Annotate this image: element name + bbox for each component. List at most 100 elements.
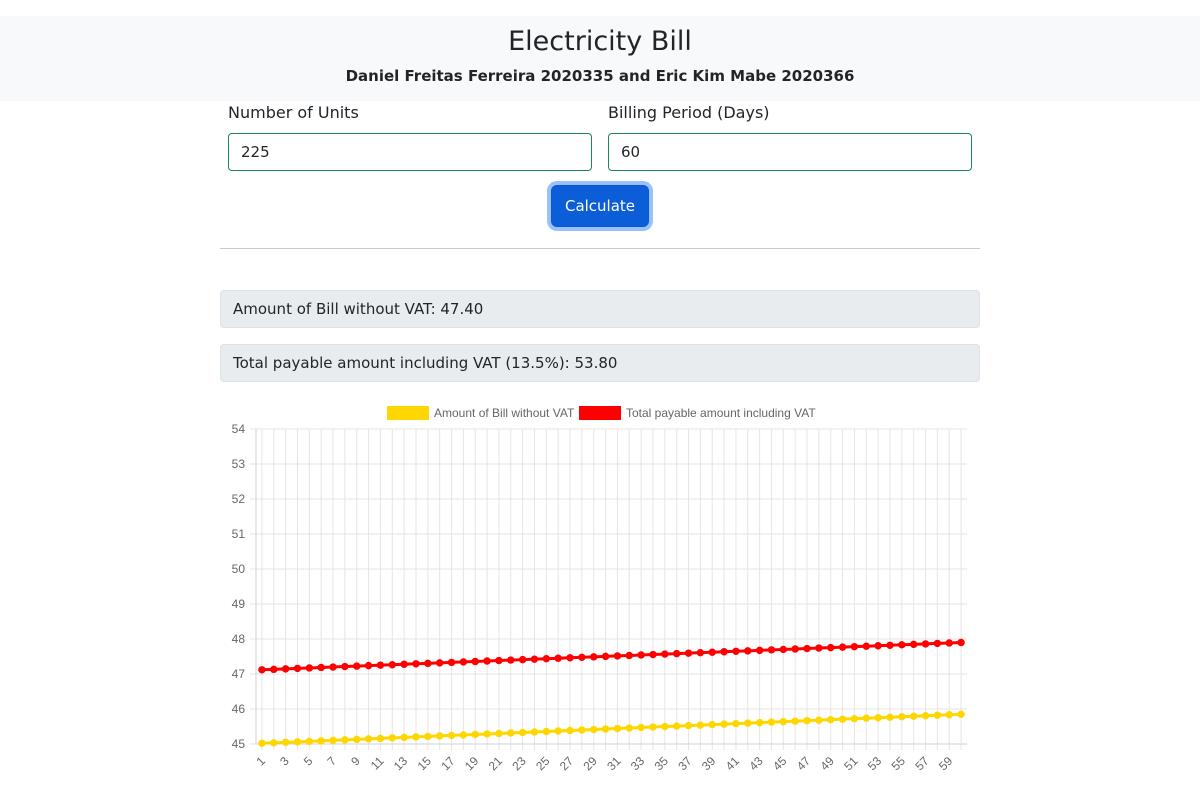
- data-point-0: [293, 738, 302, 746]
- x-tick-label: 31: [604, 754, 624, 774]
- data-point-0: [933, 711, 942, 719]
- data-point-0: [305, 737, 314, 746]
- data-point-0: [696, 721, 705, 729]
- data-point-0: [424, 732, 432, 741]
- data-point-1: [447, 658, 456, 667]
- x-tick-label: 23: [509, 754, 529, 774]
- data-point-1: [317, 663, 325, 672]
- x-tick-label: 37: [675, 754, 695, 774]
- data-point-0: [732, 719, 740, 728]
- data-point-1: [542, 654, 551, 663]
- data-point-0: [909, 712, 918, 720]
- data-point-0: [957, 710, 965, 718]
- data-point-1: [755, 646, 764, 655]
- legend-label-without-vat: Amount of Bill without VAT: [434, 406, 575, 420]
- data-point-1: [388, 661, 396, 669]
- data-point-1: [341, 662, 349, 671]
- data-point-0: [637, 723, 645, 732]
- data-point-0: [471, 730, 479, 739]
- bill-chart: Amount of Bill without VAT Total payable…: [220, 398, 980, 790]
- x-tick-label: 53: [865, 754, 885, 774]
- data-point-1: [862, 642, 870, 650]
- units-label: Number of Units: [228, 103, 359, 122]
- data-point-1: [767, 646, 776, 654]
- data-point-0: [317, 737, 325, 745]
- data-point-0: [827, 715, 835, 724]
- days-input[interactable]: [608, 133, 972, 171]
- data-point-1: [507, 656, 515, 664]
- y-tick-label: 47: [232, 667, 246, 681]
- x-tick-label: 57: [912, 754, 932, 774]
- data-point-0: [566, 726, 574, 735]
- units-input[interactable]: [228, 133, 592, 171]
- calculate-button[interactable]: Calculate: [551, 185, 649, 227]
- data-point-0: [459, 731, 468, 739]
- data-point-1: [471, 657, 479, 666]
- data-point-1: [815, 644, 823, 652]
- x-tick-label: 17: [438, 754, 458, 774]
- x-tick-label: 29: [581, 754, 601, 774]
- data-point-1: [696, 648, 705, 657]
- data-point-1: [909, 640, 918, 649]
- days-label: Billing Period (Days): [608, 103, 770, 122]
- chart-y-axis: 45 46 47 48 49 50 51 52 53 54: [232, 422, 246, 751]
- x-tick-label: 25: [533, 754, 553, 774]
- x-tick-label: 27: [557, 754, 577, 774]
- x-tick-label: 49: [818, 754, 838, 774]
- data-point-1: [293, 664, 302, 673]
- data-point-1: [590, 653, 598, 661]
- data-point-0: [270, 739, 278, 747]
- data-point-1: [921, 640, 930, 648]
- x-tick-label: 19: [462, 754, 482, 774]
- page-header: Electricity Bill Daniel Freitas Ferreira…: [0, 16, 1200, 101]
- data-point-0: [791, 717, 799, 725]
- data-point-1: [708, 648, 716, 656]
- data-point-1: [601, 652, 610, 661]
- y-tick-label: 48: [232, 632, 246, 646]
- data-point-1: [364, 661, 373, 670]
- page-subtitle: Daniel Freitas Ferreira 2020335 and Eric…: [345, 67, 855, 85]
- x-tick-label: 51: [841, 754, 861, 774]
- data-point-0: [518, 728, 527, 737]
- data-point-0: [590, 725, 598, 734]
- data-point-1: [661, 650, 669, 658]
- data-point-0: [850, 714, 859, 723]
- data-point-0: [672, 722, 681, 730]
- data-point-0: [921, 712, 930, 720]
- data-point-0: [341, 736, 349, 744]
- y-tick-label: 49: [232, 597, 246, 611]
- x-tick-label: 55: [889, 754, 909, 774]
- legend-label-with-vat: Total payable amount including VAT: [626, 406, 816, 420]
- data-point-0: [329, 736, 337, 745]
- data-point-0: [684, 721, 693, 730]
- data-point-0: [862, 714, 870, 722]
- data-point-0: [708, 720, 716, 729]
- data-point-1: [684, 649, 693, 657]
- data-point-1: [613, 652, 622, 660]
- data-point-0: [945, 711, 953, 719]
- data-point-0: [720, 720, 728, 728]
- data-point-0: [744, 719, 752, 727]
- data-point-1: [874, 642, 882, 650]
- data-point-0: [898, 713, 906, 721]
- data-point-1: [566, 654, 574, 662]
- data-point-0: [376, 734, 385, 743]
- data-point-0: [625, 724, 633, 732]
- data-point-1: [554, 654, 562, 662]
- data-point-0: [755, 718, 764, 727]
- data-point-0: [838, 715, 847, 723]
- data-point-1: [281, 665, 290, 673]
- data-point-1: [270, 665, 278, 674]
- data-point-0: [507, 729, 515, 737]
- data-point-0: [388, 734, 396, 742]
- x-tick-label: 9: [348, 754, 363, 769]
- y-tick-label: 46: [232, 702, 246, 716]
- data-point-1: [720, 648, 728, 656]
- legend-swatch-without-vat: [387, 406, 429, 420]
- x-tick-label: 35: [652, 754, 672, 774]
- data-point-1: [649, 650, 657, 659]
- data-point-1: [495, 656, 503, 665]
- data-point-0: [364, 735, 373, 743]
- data-point-0: [483, 730, 491, 738]
- data-point-1: [625, 651, 633, 660]
